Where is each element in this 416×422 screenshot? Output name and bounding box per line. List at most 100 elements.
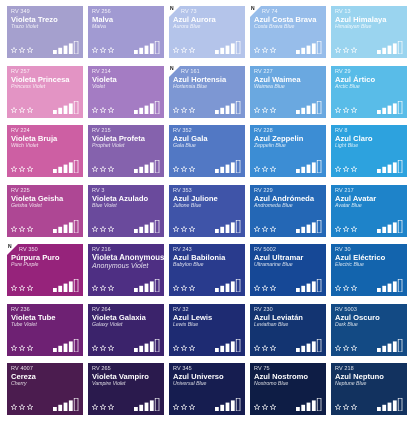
- rating-stars: [92, 106, 114, 113]
- rating-stars: [92, 344, 114, 351]
- swatch-name: Azul Costa Brava: [254, 15, 317, 24]
- star-outline-icon: [27, 285, 33, 291]
- color-swatch[interactable]: RV 257 Violeta Princesa Princess Violet: [7, 65, 83, 118]
- color-swatch[interactable]: RV 353 Azul Julione Julione Blue: [169, 184, 245, 237]
- new-badge: [169, 6, 180, 17]
- rating-stars: [335, 166, 357, 172]
- color-swatch[interactable]: RV 228 Azul Zeppelin Zeppelin Blue: [250, 125, 326, 177]
- swatch-english-name: Himalayan Blue: [335, 24, 372, 30]
- color-swatch[interactable]: RV 5003 Azul Oscuro Dark Blue: [331, 303, 407, 356]
- star-outline-icon: [335, 344, 341, 351]
- color-swatch[interactable]: RV 243 Azul Babilonia Babylon Blue: [169, 244, 245, 296]
- color-swatch[interactable]: RV 30 Azul Eléctrico Electric Blue: [331, 244, 407, 296]
- color-swatch[interactable]: RV 217 Azul Avatar Avatar Blue: [331, 184, 407, 237]
- color-swatch[interactable]: RV 227 Azul Waimea Waimea Blue: [250, 65, 326, 118]
- opacity-bar: [58, 285, 63, 292]
- swatch-code: RV 161: [181, 68, 200, 75]
- color-swatch[interactable]: RV 215 Violeta Profeta Prophet Violet: [88, 125, 164, 177]
- rating-stars: [335, 47, 357, 53]
- color-swatch[interactable]: RV 265 Violeta Vampiro Vampire Violet: [88, 363, 164, 415]
- opacity-bar: [63, 343, 68, 352]
- color-swatch[interactable]: RV 218 Azul Neptuno Neptune Blue: [331, 363, 407, 415]
- color-swatch[interactable]: RV 3 Violeta Azulado Blue Violet: [88, 184, 164, 237]
- opacity-bar: [154, 219, 160, 233]
- color-swatch[interactable]: RV 236 Violeta Tube Tube Violet: [7, 303, 83, 356]
- opacity-bar: [301, 166, 306, 173]
- opacity-bar: [68, 400, 73, 411]
- opacity-bar: [225, 283, 230, 292]
- swatch-english-name: Julione Blue: [173, 202, 202, 209]
- star-outline-icon: [254, 404, 260, 410]
- star-outline-icon: [92, 285, 98, 291]
- opacity-bar: [392, 400, 397, 411]
- star-outline-icon: [92, 344, 98, 351]
- color-swatch[interactable]: RV 345 Azul Universo Universal Blue: [169, 363, 245, 415]
- color-swatch[interactable]: RV 29 Azul Ártico Arctic Blue: [331, 65, 407, 118]
- swatch-name: Azul Aurora: [173, 15, 216, 24]
- color-swatch[interactable]: RV 224 Violeta Bruja Witch Violet: [7, 125, 83, 177]
- star-outline-icon: [343, 225, 349, 232]
- swatch-code: RV 216: [92, 247, 111, 253]
- rating-stars: [254, 404, 276, 410]
- star-outline-icon: [254, 47, 260, 53]
- color-swatch[interactable]: RV 214 Violeta Violet: [88, 65, 164, 118]
- star-outline-icon: [100, 344, 106, 351]
- color-swatch[interactable]: RV 13 Azul Himalaya Himalayan Blue: [331, 6, 407, 58]
- opacity-level-icon: [215, 41, 241, 54]
- swatch-english-name: Geisha Violet: [11, 202, 42, 209]
- swatch-english-name: Galaxy Violet: [92, 321, 123, 328]
- opacity-bar: [53, 228, 57, 233]
- color-swatch[interactable]: RV 216 Violeta Anonymous Anonymous Violet: [88, 244, 164, 296]
- opacity-bar: [316, 398, 322, 411]
- opacity-level-icon: [215, 279, 241, 292]
- color-swatch[interactable]: N RV 350 Púrpura Puro Pure Purple: [7, 244, 83, 296]
- color-swatch[interactable]: RV 349 Violeta Trezo Trazo Violet: [7, 6, 83, 58]
- color-swatch[interactable]: RV 5002 Azul Ultramar Ultramarine Blue: [250, 244, 326, 296]
- opacity-bar: [68, 340, 73, 352]
- opacity-bar: [63, 224, 68, 233]
- opacity-bar: [225, 164, 230, 173]
- swatch-name: Violeta: [92, 74, 117, 84]
- star-outline-icon: [92, 47, 98, 53]
- opacity-bar: [63, 105, 68, 114]
- color-swatch[interactable]: RV 264 Violeta Galaxia Galaxy Violet: [88, 303, 164, 356]
- opacity-level-icon: [215, 219, 241, 233]
- color-swatch[interactable]: RV 4007 Cereza Cherry: [7, 363, 83, 415]
- star-outline-icon: [270, 285, 276, 291]
- new-badge: [250, 6, 261, 17]
- color-swatch[interactable]: RV 225 Violeta Geisha Geisha Violet: [7, 184, 83, 237]
- swatch-english-name: Nostromo Blue: [254, 381, 289, 387]
- opacity-level-icon: [53, 160, 79, 173]
- star-outline-icon: [262, 225, 268, 232]
- rating-stars: [11, 166, 33, 172]
- star-outline-icon: [351, 166, 357, 172]
- opacity-bar: [215, 50, 219, 54]
- star-outline-icon: [181, 404, 187, 410]
- color-swatch[interactable]: RV 229 Azul Andrómeda Andromeda Blue: [250, 184, 326, 237]
- opacity-bar: [392, 221, 397, 233]
- star-outline-icon: [11, 166, 17, 172]
- color-swatch[interactable]: RV 230 Azul Leviatán Leviathan Blue: [250, 303, 326, 356]
- swatch-code: RV 13: [335, 9, 351, 15]
- color-swatch[interactable]: RV 75 Azul Nostromo Nostromo Blue: [250, 363, 326, 415]
- star-outline-icon: [27, 344, 33, 351]
- color-swatch[interactable]: N RV 74 Azul Costa Brava Costa Brava Blue: [250, 6, 326, 58]
- opacity-level-icon: [377, 398, 403, 411]
- color-swatch[interactable]: RV 8 Azul Claro Light Blue: [331, 125, 407, 177]
- color-swatch[interactable]: N RV 73 Azul Aurora Aurora Blue: [169, 6, 245, 58]
- color-swatch[interactable]: N RV 161 Azul Hortensia Hortensia Blue: [169, 65, 245, 118]
- color-swatch[interactable]: RV 256 Malva Malva: [88, 6, 164, 58]
- swatch-name: Violeta Tube: [11, 312, 56, 322]
- opacity-bar: [68, 162, 73, 173]
- rating-stars: [335, 285, 357, 291]
- opacity-bar: [316, 160, 322, 173]
- color-swatch[interactable]: RV 352 Azul Gala Gala Blue: [169, 125, 245, 177]
- swatch-code: RV 32: [173, 306, 189, 313]
- opacity-bar: [306, 343, 311, 352]
- opacity-bar: [73, 279, 79, 292]
- rating-stars: [254, 47, 276, 53]
- star-outline-icon: [173, 225, 179, 232]
- opacity-bar: [134, 347, 138, 352]
- color-swatch[interactable]: RV 32 Azul Lewis Lewis Blue: [169, 303, 245, 356]
- swatch-name: Azul Andrómeda: [254, 193, 315, 203]
